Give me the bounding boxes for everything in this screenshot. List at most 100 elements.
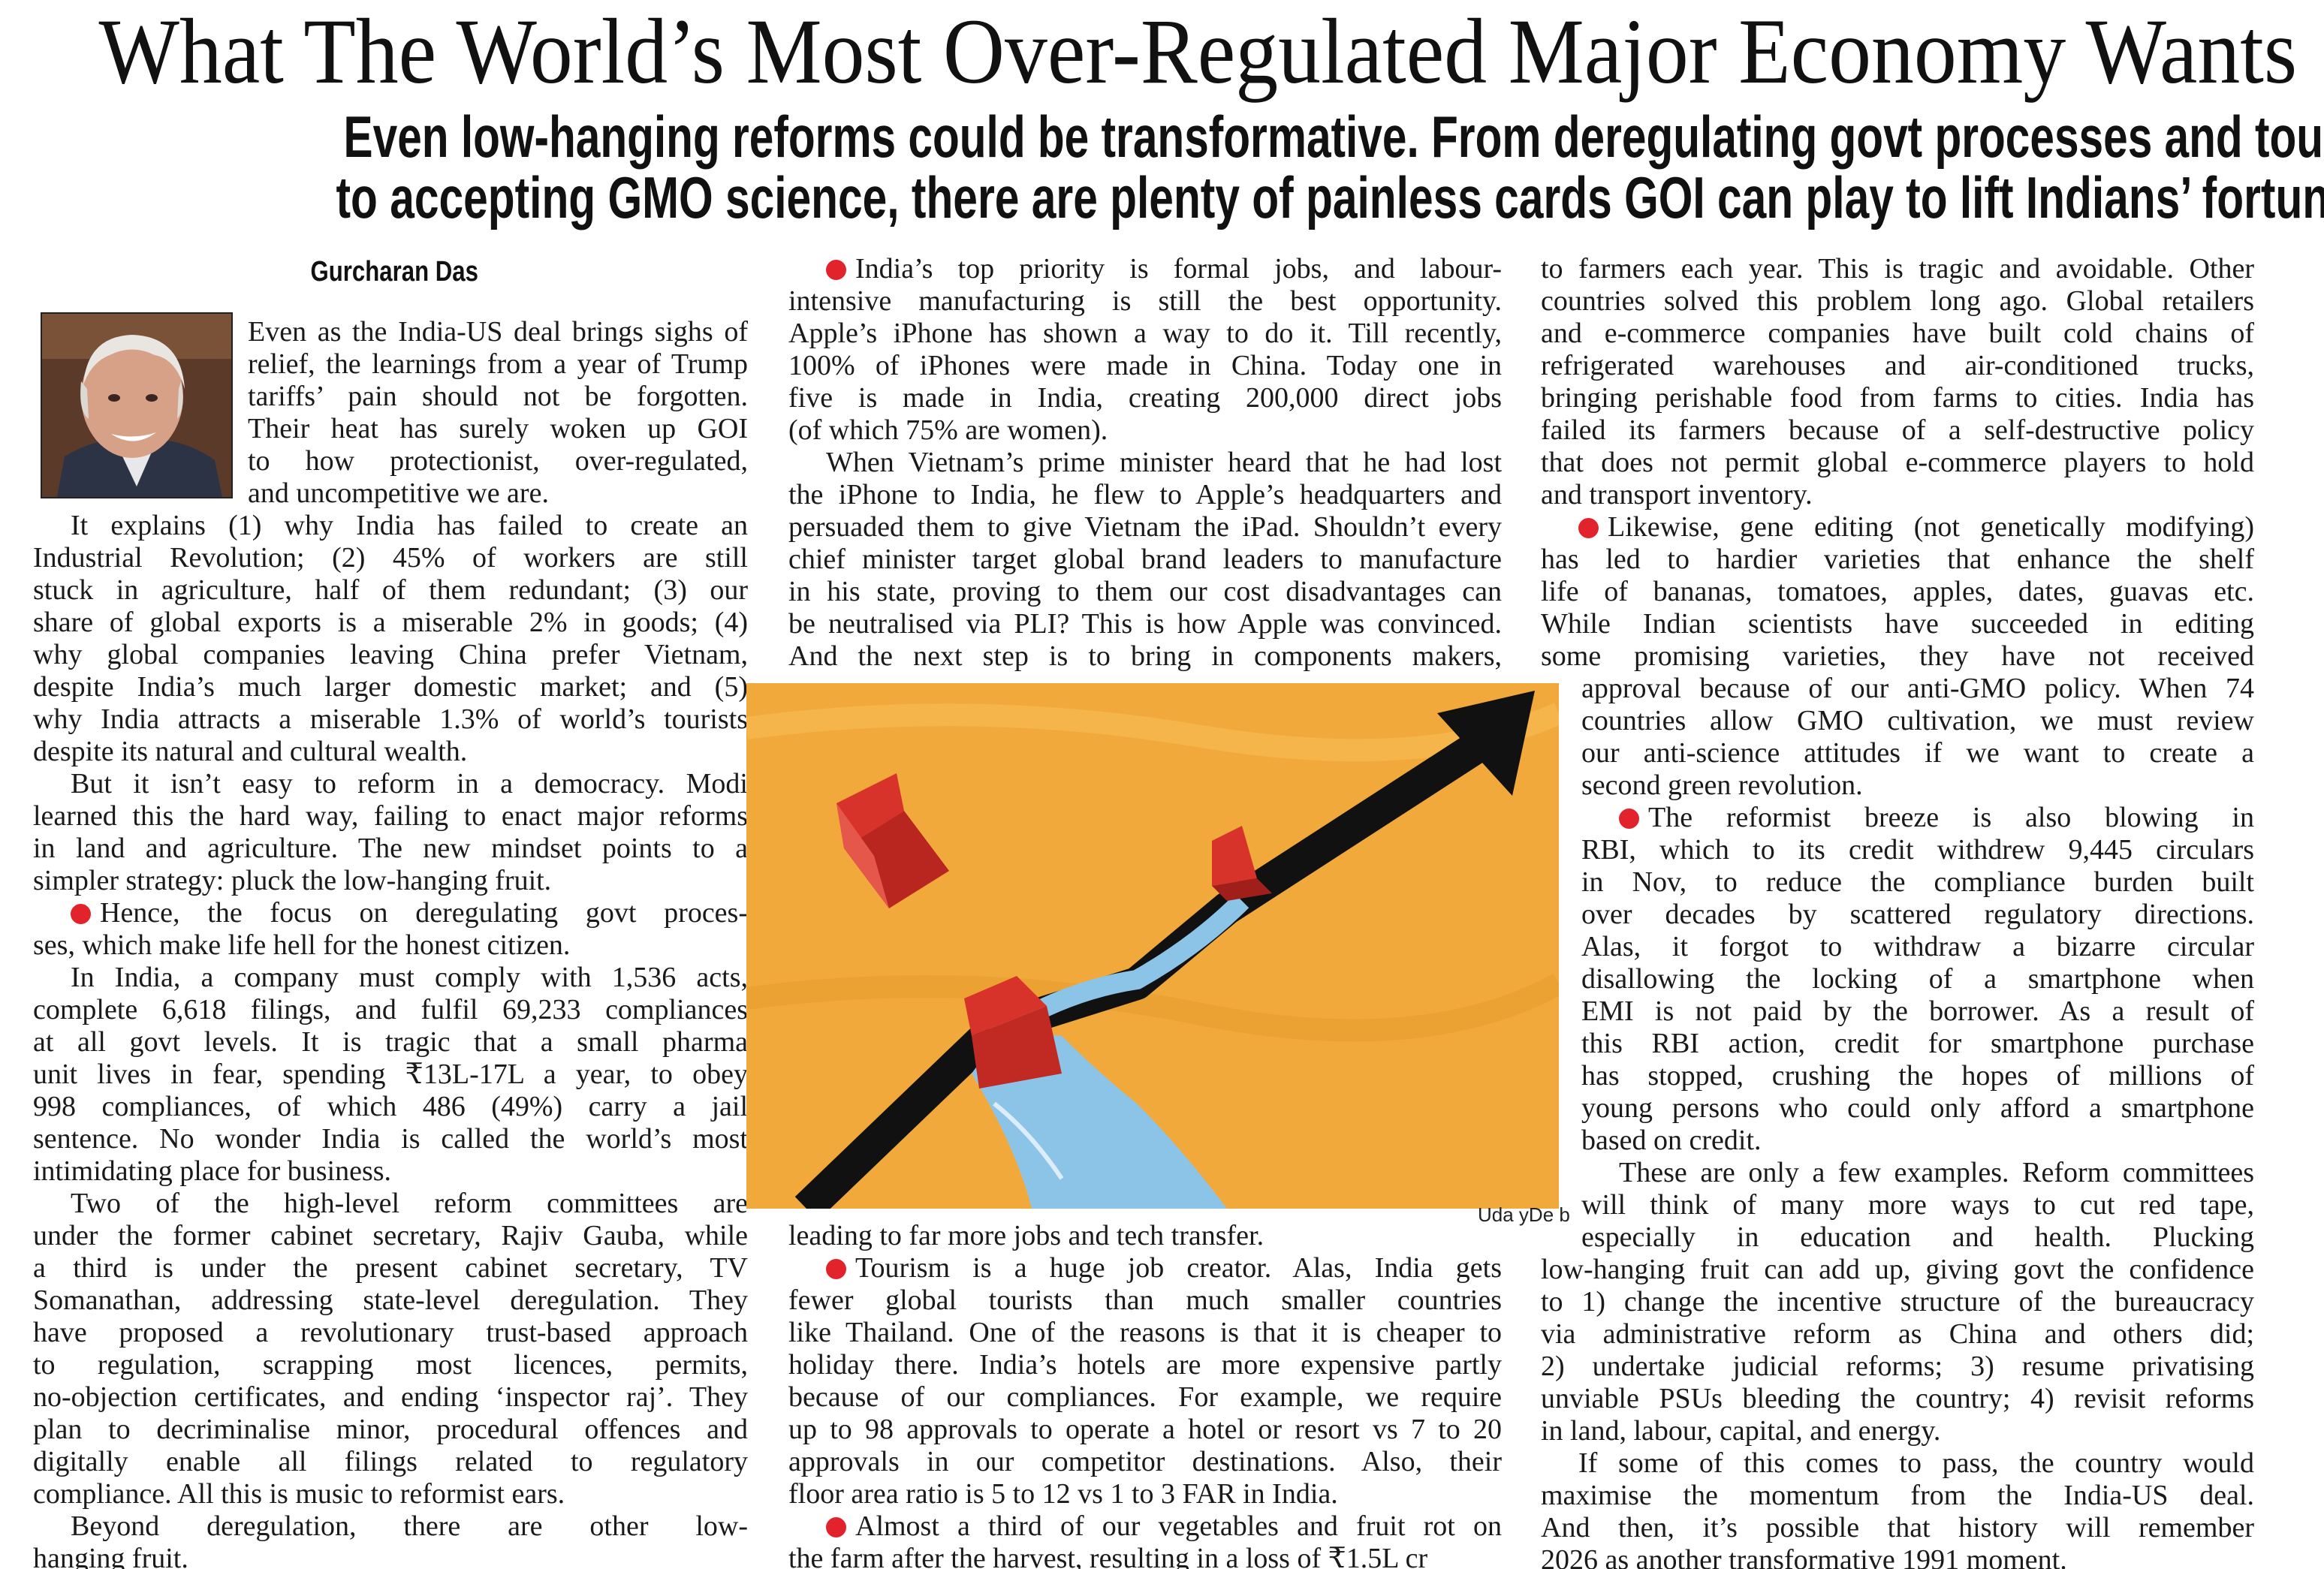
text-line: to 1) change the incentive structure of … [1541, 1286, 2254, 1318]
line-text: approval because of our anti-GMO policy.… [1581, 673, 2254, 704]
line-text: Hence, the focus on deregulating govt pr… [100, 897, 748, 929]
line-text: five is made in India, creating 200,000 … [788, 382, 1502, 414]
deck-line-2: to accepting GMO science, there are plen… [0, 166, 2324, 229]
deck-text: to accepting GMO science, there are plen… [336, 164, 2324, 230]
bullet-dot-icon [1619, 809, 1639, 829]
text-line: in his state, proving to them our cost d… [788, 576, 1502, 608]
text-line: some promising varieties, they have not … [1541, 640, 2254, 673]
text-line: complete 6,618 filings, and fulfil 69,23… [33, 994, 748, 1026]
bullet-paragraph-line: Hence, the focus on deregulating govt pr… [33, 897, 748, 929]
text-line: second green revolution. [1581, 769, 2254, 802]
line-text: the farm after the harvest, resulting in… [788, 1543, 1428, 1569]
text-line: learned this the hard way, failing to en… [33, 800, 748, 833]
line-text: unit lives in fear, spending ₹13L-17L a … [33, 1059, 748, 1090]
text-line: have proposed a revolutionary trust-base… [33, 1317, 748, 1349]
bullet-dot-icon [826, 1517, 846, 1537]
text-line: maximise the momentum from the India-US … [1541, 1480, 2254, 1512]
line-text: Their heat has surely woken up GOI [248, 413, 748, 444]
line-text: low-hanging fruit can add up, giving gov… [1541, 1254, 2254, 1285]
line-text: It explains (1) why India has failed to … [71, 510, 748, 541]
line-text: Alas, it forgot to withdraw a bizarre ci… [1581, 931, 2254, 962]
text-line: in land and agriculture. The new mindset… [33, 833, 748, 865]
line-text: that does not permit global e-commerce p… [1541, 447, 2254, 478]
text-line: Their heat has surely woken up GOI [248, 413, 748, 445]
line-text: despite its natural and cultural wealth. [33, 736, 468, 767]
text-line: sentence. No wonder India is called the … [33, 1123, 748, 1155]
line-text: countries allow GMO cultivation, we must… [1581, 705, 2254, 736]
line-text: leading to far more jobs and tech transf… [788, 1220, 1264, 1251]
author-name: Gurcharan Das [310, 256, 478, 288]
text-line: 2) undertake judicial reforms; 3) resume… [1541, 1351, 2254, 1383]
line-text: Tourism is a huge job creator. Alas, Ind… [855, 1252, 1502, 1284]
line-text: in land, labour, capital, and energy. [1541, 1415, 1941, 1447]
text-line: why India attracts a miserable 1.3% of w… [33, 703, 748, 736]
line-text: learned this the hard way, failing to en… [33, 800, 748, 832]
line-text: When Vietnam’s prime minister heard that… [826, 447, 1502, 478]
text-line: especially in education and health. Pluc… [1581, 1221, 2254, 1254]
text-line: 2026 as another transformative 1991 mome… [1541, 1544, 2254, 1569]
text-line: approval because of our anti-GMO policy.… [1581, 673, 2254, 705]
line-text: especially in education and health. Pluc… [1581, 1221, 2254, 1253]
text-line: These are only a few examples. Reform co… [1581, 1157, 2254, 1189]
line-text: 100% of iPhones were made in China. Toda… [788, 350, 1502, 381]
author-portrait-icon [42, 314, 231, 497]
text-line: our anti-science attitudes if we want to… [1581, 737, 2254, 769]
line-text: stuck in agriculture, half of them redun… [33, 574, 748, 606]
text-line: in land, labour, capital, and energy. [1541, 1415, 2254, 1447]
line-text: failed its farmers because of a self-des… [1541, 414, 2254, 446]
text-line: this RBI action, credit for smartphone p… [1581, 1028, 2254, 1060]
text-line: to regulation, scrapping most licences, … [33, 1349, 748, 1381]
line-text: countries solved this problem long ago. … [1541, 285, 2254, 317]
line-text: and transport inventory. [1541, 479, 1813, 510]
line-text: this RBI action, credit for smartphone p… [1581, 1028, 2254, 1059]
line-text: the iPhone to India, he flew to Apple’s … [788, 479, 1502, 510]
text-line: up to 98 approvals to operate a hotel or… [788, 1414, 1502, 1446]
text-line: the iPhone to India, he flew to Apple’s … [788, 479, 1502, 511]
text-line: life of bananas, tomatoes, apples, dates… [1541, 576, 2254, 608]
text-line: ses, which make life hell for the honest… [33, 929, 748, 962]
deck-text: Even low-hanging reforms could be transf… [343, 104, 2324, 170]
text-line: But it isn’t easy to reform in a democra… [33, 768, 748, 800]
text-line: leading to far more jobs and tech transf… [788, 1220, 1502, 1252]
line-text: based on credit. [1581, 1125, 1762, 1156]
text-line: floor area ratio is 5 to 12 vs 1 to 3 FA… [788, 1478, 1502, 1510]
line-text: why India attracts a miserable 1.3% of w… [33, 703, 748, 735]
line-text: floor area ratio is 5 to 12 vs 1 to 3 FA… [788, 1478, 1338, 1510]
text-line: like Thailand. One of the reasons is tha… [788, 1317, 1502, 1349]
text-line: a third is under the present cabinet sec… [33, 1252, 748, 1284]
text-line: RBI, which to its credit withdrew 9,445 … [1581, 834, 2254, 866]
text-line: has led to hardier varieties that enhanc… [1541, 544, 2254, 576]
text-line: EMI is not paid by the borrower. As a re… [1581, 995, 2254, 1028]
text-line: Even as the India-US deal brings sighs o… [248, 316, 748, 348]
byline: Gurcharan Das [285, 252, 503, 291]
line-text: will think of many more ways to cut red … [1581, 1189, 2254, 1221]
text-line: based on credit. [1581, 1125, 2254, 1157]
rising-arrow-illustration-icon [745, 683, 1565, 1221]
line-text: Beyond deregulation, there are other low… [71, 1510, 748, 1542]
text-line: While Indian scientists have succeeded i… [1541, 608, 2254, 640]
line-text: digitally enable all filings related to … [33, 1446, 748, 1477]
line-text: chief minister target global brand leade… [788, 544, 1502, 575]
line-text: approvals in our competitor destinations… [788, 1446, 1502, 1477]
line-text: Somanathan, addressing state-level dereg… [33, 1284, 748, 1316]
line-text: India’s top priority is formal jobs, and… [855, 253, 1502, 285]
line-text: persuaded them to give Vietnam the iPad.… [788, 511, 1502, 543]
text-line: If some of this comes to pass, the count… [1541, 1447, 2254, 1480]
line-text: While Indian scientists have succeeded i… [1541, 608, 2254, 640]
line-text: over decades by scattered regulatory dir… [1581, 899, 2254, 930]
line-text: Industrial Revolution; (2) 45% of worker… [33, 542, 748, 574]
line-text: But it isn’t easy to reform in a democra… [71, 768, 748, 800]
headline-text: What The World’s Most Over-Regulated Maj… [98, 0, 2298, 103]
line-text: complete 6,618 filings, and fulfil 69,23… [33, 994, 748, 1025]
text-line: despite its natural and cultural wealth. [33, 736, 748, 768]
text-line: plan to decriminalise minor, procedural … [33, 1414, 748, 1446]
line-text: no-objection certificates, and ending ‘i… [33, 1381, 748, 1413]
line-text: to how protectionist, over-regulated, [248, 445, 748, 477]
bullet-dot-icon [1578, 518, 1599, 538]
text-line: will think of many more ways to cut red … [1581, 1189, 2254, 1221]
bullet-paragraph-line: India’s top priority is formal jobs, and… [788, 253, 1502, 285]
line-text: (of which 75% are women). [788, 414, 1108, 446]
line-text: in his state, proving to them our cost d… [788, 576, 1502, 607]
text-line: unviable PSUs bleeding the country; 4) r… [1541, 1383, 2254, 1415]
line-text: because of our compliances. For example,… [788, 1381, 1502, 1413]
